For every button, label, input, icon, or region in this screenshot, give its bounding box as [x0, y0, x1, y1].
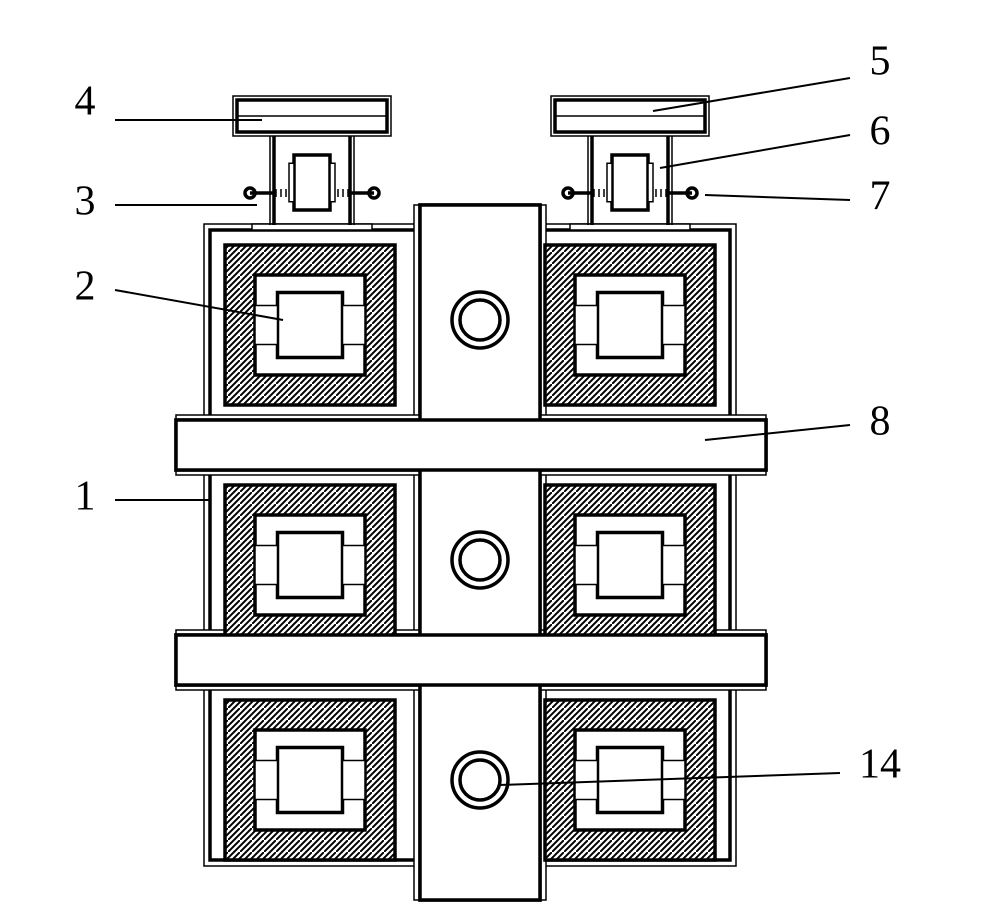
top-assembly [233, 96, 391, 230]
label-text: 2 [75, 264, 96, 310]
label-text: 8 [870, 399, 891, 445]
callout-l7: 7 [705, 174, 891, 220]
label-text: 5 [870, 39, 891, 85]
callout-l3: 3 [75, 179, 258, 225]
label-text: 4 [75, 79, 96, 125]
label-text: 6 [870, 109, 891, 155]
callout-l1: 1 [75, 474, 211, 520]
label-text: 7 [870, 174, 891, 220]
hatched-module [225, 245, 395, 405]
label-text: 1 [75, 474, 96, 520]
label-text: 14 [859, 742, 901, 788]
hatched-module [545, 245, 715, 405]
engineering-diagram: 4 3 2 1 5 6 7 8 14 [0, 0, 1000, 917]
hatched-module [225, 485, 395, 645]
label-text: 3 [75, 179, 96, 225]
hatched-module [225, 700, 395, 860]
hatched-module [545, 485, 715, 645]
